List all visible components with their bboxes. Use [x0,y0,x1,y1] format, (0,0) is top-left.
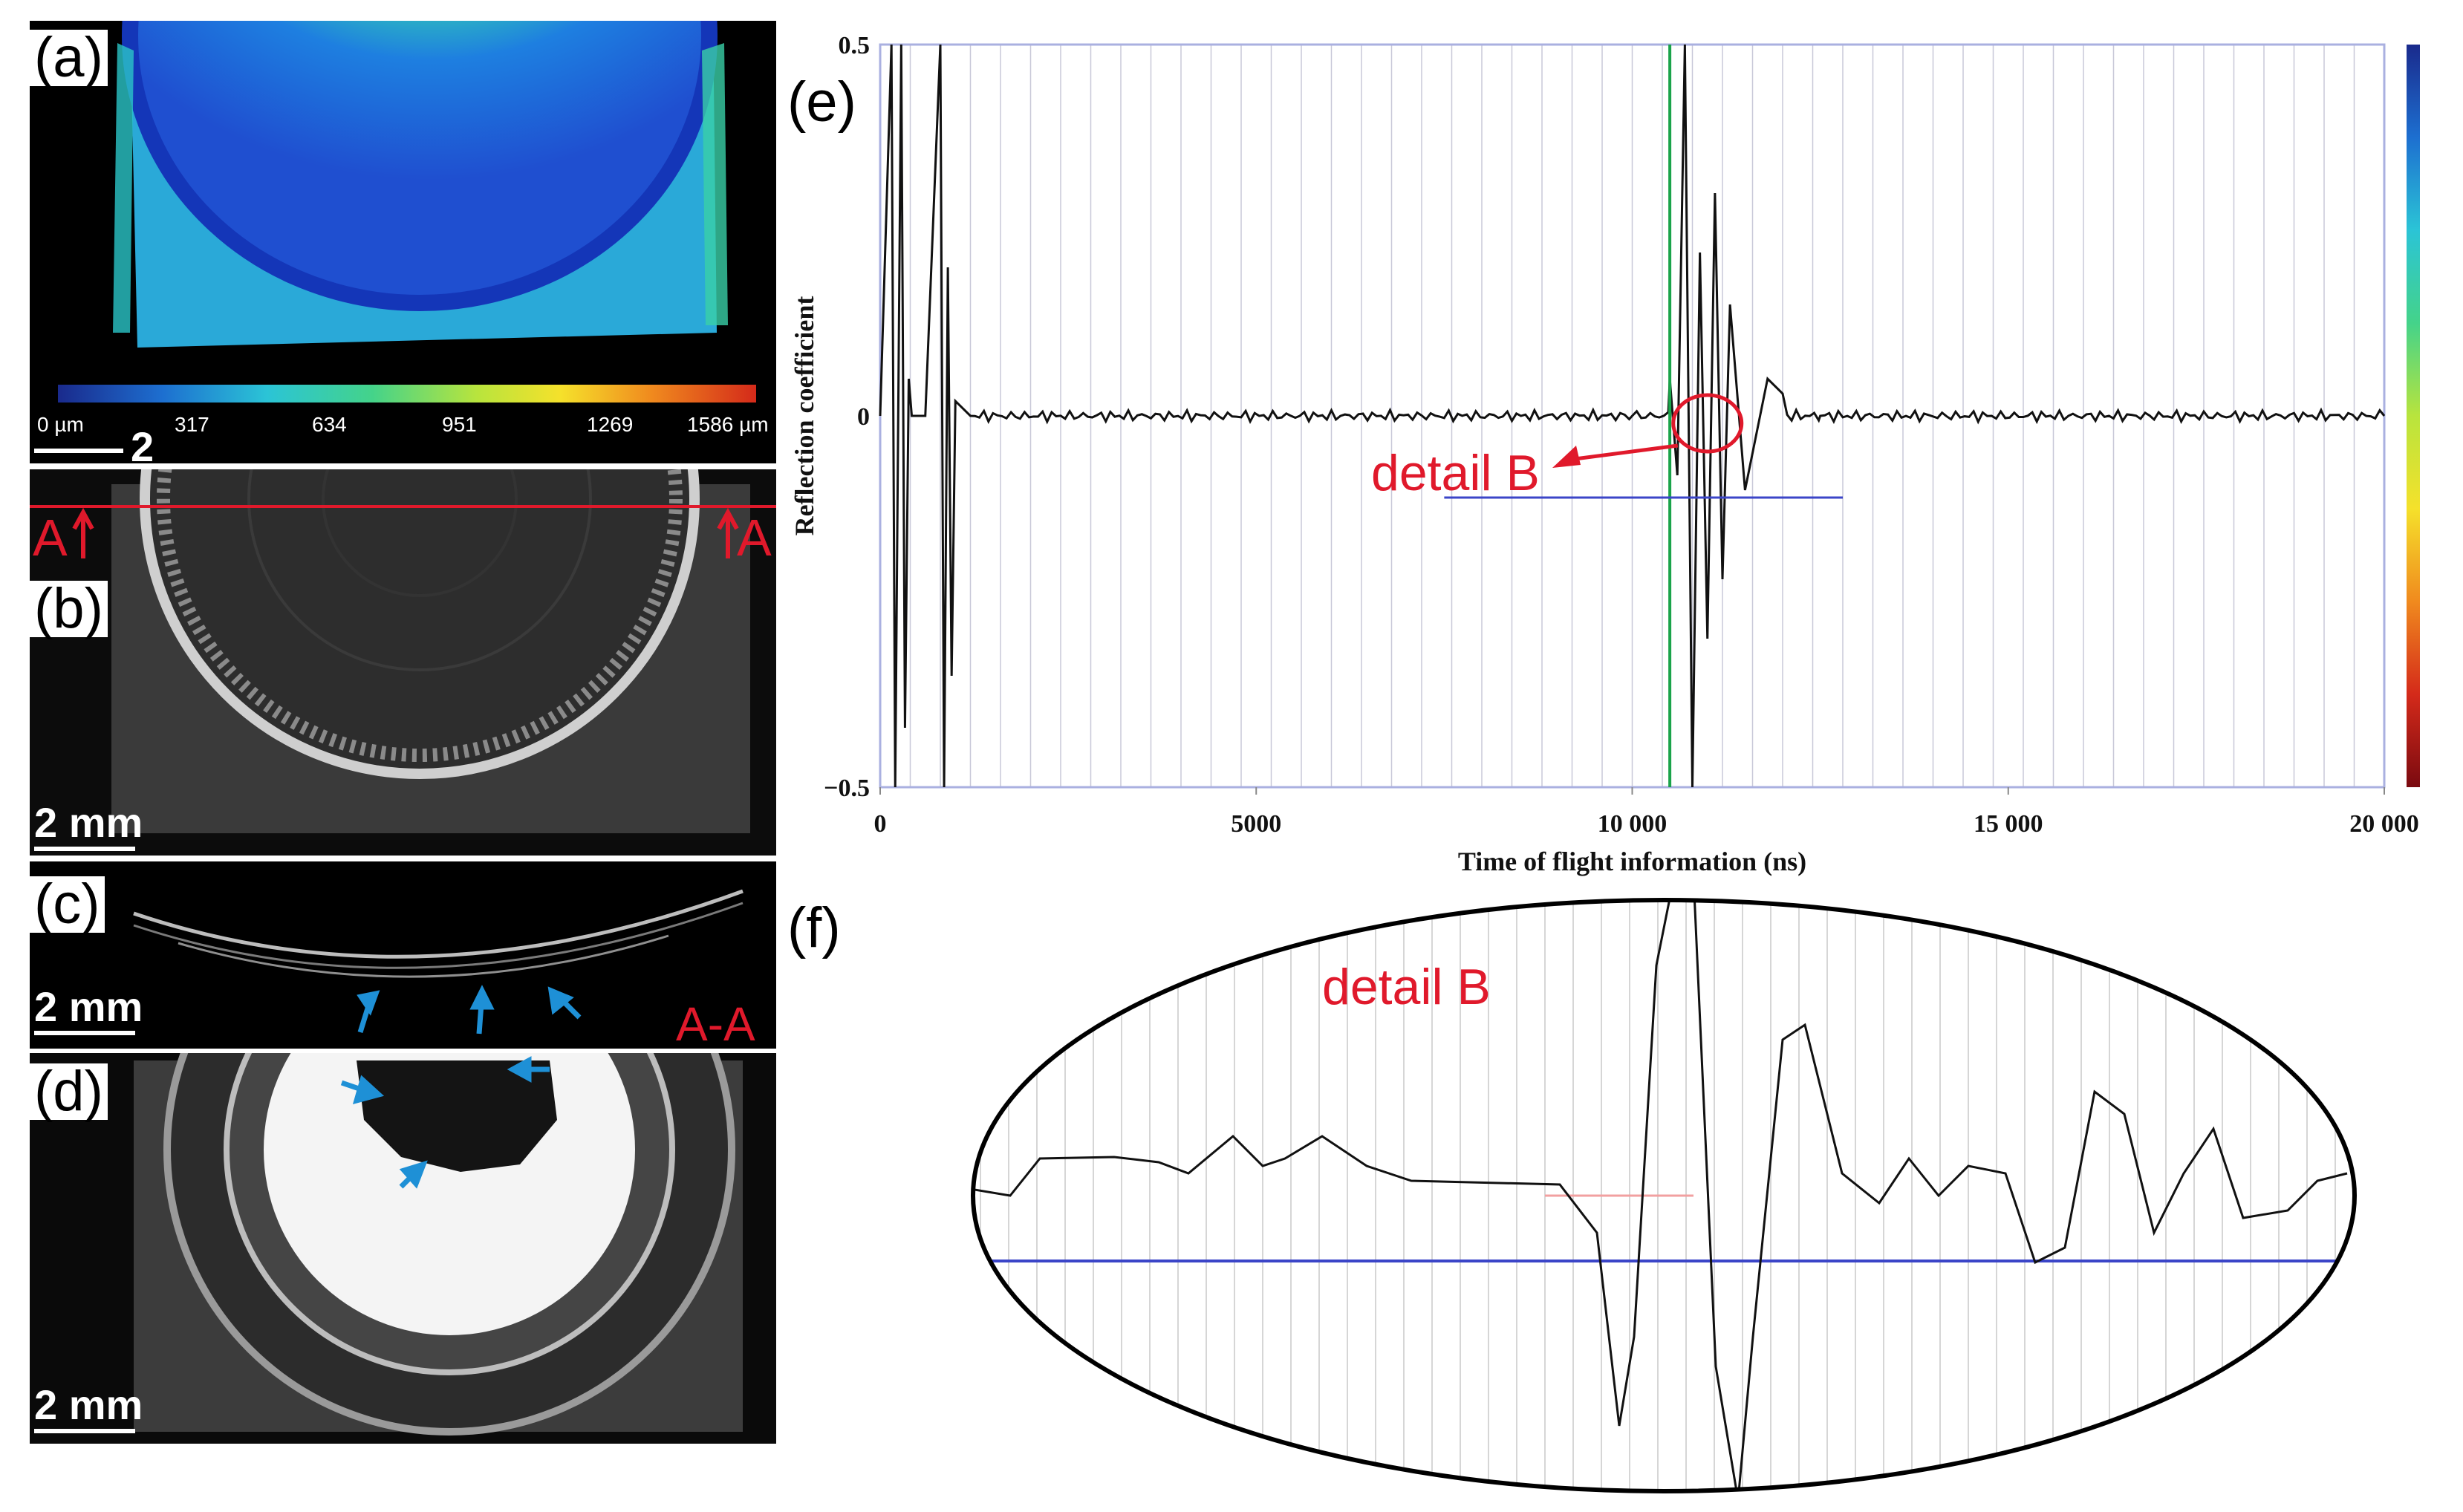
section-label-a-a: A-A [676,997,755,1049]
panel-a-height-map: 0 µm 317 634 951 1269 1586 µm 2 mm [30,21,776,463]
ct-slice-image [30,469,776,856]
x-axis-label: Time of flight information (ns) [1458,847,1806,876]
x-tick-label: 10 000 [1598,810,1668,838]
x-tick-label: 15 000 [1974,810,2043,838]
detail-b-annotation: detail B [1371,445,1540,501]
cb-tick-4: 1269 [587,413,634,436]
ct-slice-d-image [30,1053,776,1444]
panel-label-d: (d) [30,1063,108,1120]
a-scan-series [879,44,2386,788]
panel-label-e: (e) [783,74,861,131]
cross-section-image [30,861,776,1049]
arrow-head [1552,446,1581,468]
panel-b-ct-image: A A 2 mm [30,469,776,856]
detail-b-zoom [971,898,2357,1493]
height-colorbar [58,385,756,403]
section-marker-right: A [737,509,772,567]
cb-tick-3: 951 [442,413,477,436]
arrow-shaft [1563,443,1679,463]
colorbar-tick-labels: 0 µm 317 634 951 1269 1586 µm [30,413,776,443]
cb-tick-0: 0 µm [37,413,84,436]
cb-tick-2: 634 [312,413,347,436]
scale-bar-d: 2 mm [34,1384,183,1433]
x-tick-label: 0 [874,810,887,838]
y-tick-label: 0 [857,403,870,431]
height-map-image [30,21,776,463]
cb-tick-5: 1586 µm [687,413,769,436]
y-tick-label: −0.5 [824,775,870,802]
section-marker-left: A [33,509,68,567]
detail-b-circle [1671,393,1744,454]
scale-bar-b: 2 mm [34,802,183,851]
y-tick-label: 0.5 [839,32,871,59]
detail-b-arrow [1552,443,1679,468]
panel-d-ct-image: 2 mm [30,1053,776,1444]
x-tick-label: 5000 [1231,810,1281,838]
panel-label-a: (a) [30,30,108,86]
y-axis-label: Reflection coefficient [790,296,819,536]
detail-ellipse-frame [971,898,2357,1493]
detail-b-title: detail B [1322,959,1491,1015]
panel-c-cross-section: A-A 2 mm [30,861,776,1049]
scale-bar-c: 2 mm [34,986,183,1035]
panel-label-b: (b) [30,581,108,637]
detail-waveform [973,900,2348,1491]
amplitude-colorscale [2407,45,2420,787]
cb-tick-1: 317 [175,413,209,436]
x-tick-label: 20 000 [2349,810,2419,838]
panel-label-c: (c) [30,876,105,933]
panel-label-f: (f) [783,900,845,957]
